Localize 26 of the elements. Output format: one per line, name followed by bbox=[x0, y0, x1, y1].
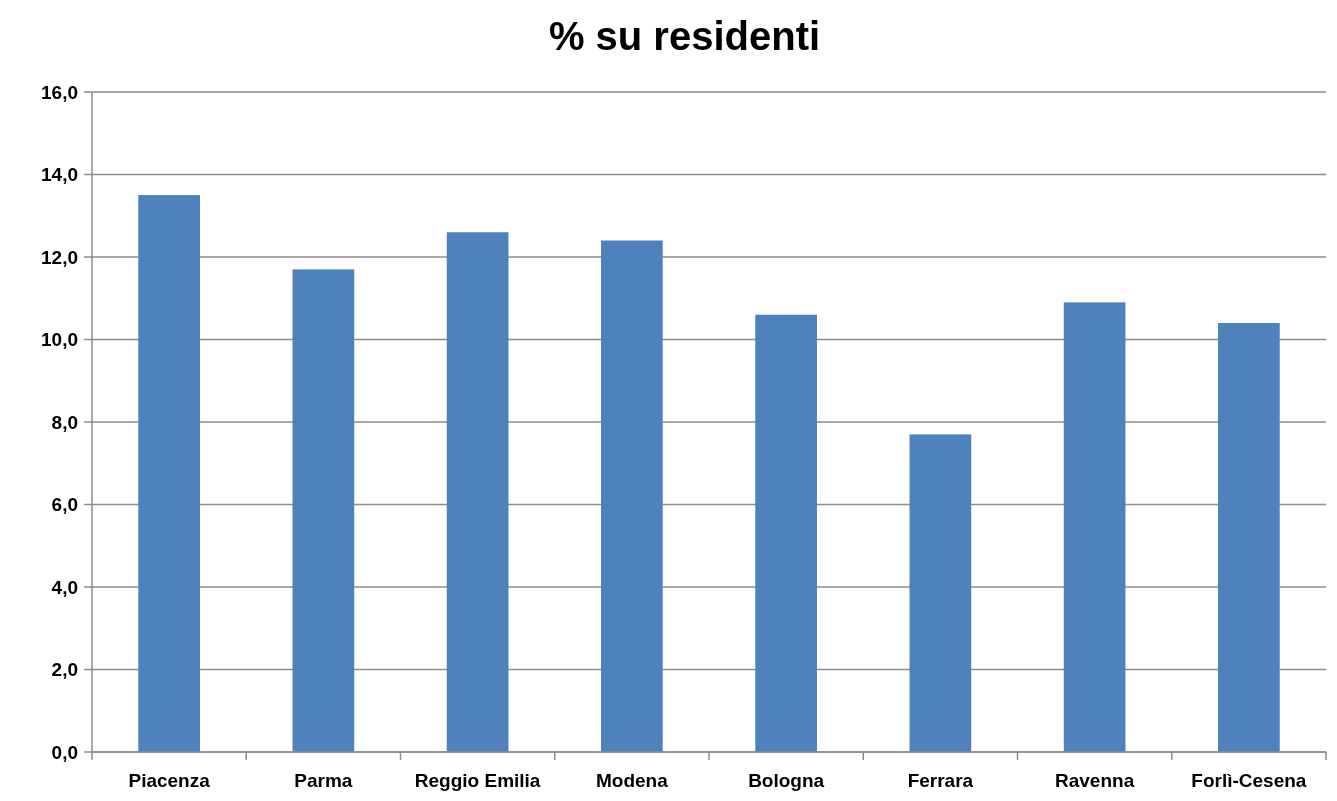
x-tick-label: Forlì-Cesena bbox=[1191, 770, 1307, 791]
bar bbox=[292, 269, 355, 752]
bar bbox=[909, 434, 972, 752]
x-tick-label: Parma bbox=[294, 770, 353, 791]
y-tick-label: 2,0 bbox=[51, 659, 78, 681]
bar bbox=[138, 195, 200, 752]
y-tick-label: 6,0 bbox=[51, 494, 78, 516]
bar bbox=[755, 314, 817, 752]
y-tick-label: 16,0 bbox=[41, 81, 78, 103]
bar bbox=[1218, 323, 1280, 752]
x-tick-label: Piacenza bbox=[128, 770, 211, 791]
y-tick-label: 8,0 bbox=[51, 411, 78, 433]
y-tick-label: 0,0 bbox=[51, 741, 78, 763]
x-tick-label: Reggio Emilia bbox=[414, 770, 541, 791]
x-tick-label: Modena bbox=[595, 770, 669, 791]
bar bbox=[601, 240, 663, 752]
bar bbox=[446, 232, 509, 752]
bar bbox=[1063, 302, 1126, 752]
x-tick-label: Ravenna bbox=[1055, 770, 1135, 791]
y-tick-label: 4,0 bbox=[51, 576, 78, 598]
y-tick-label: 14,0 bbox=[41, 164, 78, 186]
chart-title: % su residenti bbox=[548, 14, 821, 58]
x-tick-label: Ferrara bbox=[907, 770, 974, 791]
y-tick-label: 10,0 bbox=[41, 329, 78, 351]
y-tick-label: 12,0 bbox=[41, 246, 78, 268]
x-tick-label: Bologna bbox=[748, 770, 825, 791]
